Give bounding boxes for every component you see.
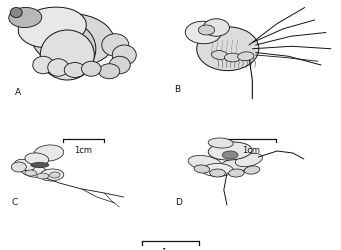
Ellipse shape bbox=[238, 52, 254, 61]
Ellipse shape bbox=[102, 34, 129, 56]
Ellipse shape bbox=[37, 173, 49, 179]
Ellipse shape bbox=[208, 138, 233, 148]
Ellipse shape bbox=[203, 19, 229, 36]
Ellipse shape bbox=[194, 165, 210, 173]
Text: C: C bbox=[11, 198, 18, 207]
Text: B: B bbox=[174, 86, 180, 94]
Text: 1cm: 1cm bbox=[162, 248, 179, 250]
Ellipse shape bbox=[185, 21, 221, 44]
Ellipse shape bbox=[40, 30, 94, 80]
Ellipse shape bbox=[48, 59, 69, 76]
Ellipse shape bbox=[188, 156, 222, 170]
Text: A: A bbox=[15, 88, 21, 97]
Ellipse shape bbox=[109, 56, 130, 74]
Ellipse shape bbox=[221, 158, 252, 172]
Ellipse shape bbox=[49, 172, 60, 178]
Ellipse shape bbox=[224, 53, 241, 62]
Text: D: D bbox=[175, 198, 182, 207]
Ellipse shape bbox=[81, 61, 101, 76]
Ellipse shape bbox=[244, 166, 260, 174]
Text: 1cm: 1cm bbox=[75, 146, 92, 155]
Ellipse shape bbox=[208, 142, 252, 160]
Ellipse shape bbox=[25, 170, 37, 176]
Ellipse shape bbox=[32, 14, 114, 66]
Text: 1cm: 1cm bbox=[242, 146, 260, 155]
Ellipse shape bbox=[9, 8, 42, 28]
Ellipse shape bbox=[64, 62, 85, 78]
Ellipse shape bbox=[10, 8, 22, 18]
Ellipse shape bbox=[20, 165, 47, 177]
Ellipse shape bbox=[210, 169, 225, 177]
Ellipse shape bbox=[198, 25, 215, 35]
Ellipse shape bbox=[15, 160, 35, 170]
Ellipse shape bbox=[31, 162, 49, 168]
Ellipse shape bbox=[211, 50, 228, 59]
Ellipse shape bbox=[197, 27, 259, 71]
Ellipse shape bbox=[228, 169, 244, 177]
Ellipse shape bbox=[235, 153, 263, 167]
Ellipse shape bbox=[222, 151, 238, 159]
Ellipse shape bbox=[112, 45, 136, 65]
Ellipse shape bbox=[11, 162, 26, 172]
Ellipse shape bbox=[25, 153, 49, 165]
Ellipse shape bbox=[34, 145, 64, 161]
Ellipse shape bbox=[40, 169, 64, 181]
Ellipse shape bbox=[99, 64, 120, 79]
Ellipse shape bbox=[51, 24, 96, 71]
Ellipse shape bbox=[18, 7, 86, 48]
Ellipse shape bbox=[33, 56, 54, 74]
Ellipse shape bbox=[202, 164, 233, 176]
